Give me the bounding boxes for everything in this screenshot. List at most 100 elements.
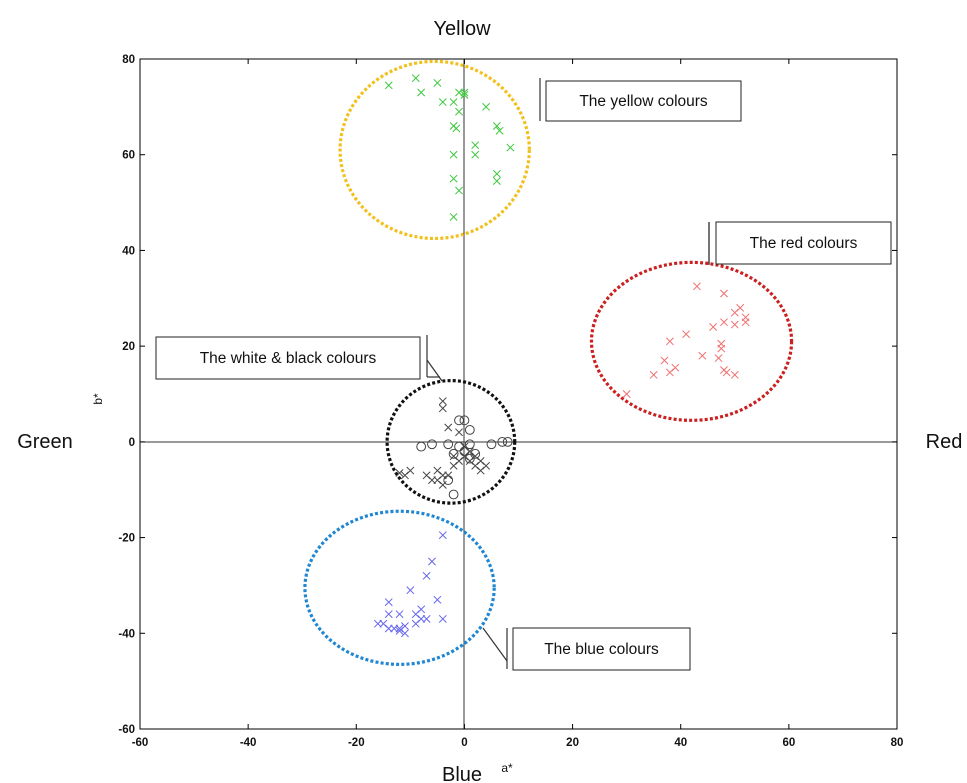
data-point-cross <box>730 308 739 317</box>
data-point-cross <box>433 78 442 87</box>
x-tick-label: 20 <box>566 737 579 749</box>
x-tick-label: -40 <box>240 737 257 749</box>
data-point-cross <box>492 122 501 130</box>
data-point-cross <box>730 320 739 329</box>
data-point-cross <box>452 124 461 133</box>
data-point-circle <box>464 453 475 464</box>
data-point-cross <box>422 571 431 580</box>
data-point-cross <box>741 318 750 327</box>
y-tick-label: 0 <box>129 437 135 449</box>
cluster-ellipse <box>303 509 496 666</box>
data-point-cross <box>720 318 728 327</box>
data-point-cross <box>722 368 731 377</box>
x-tick-label: -20 <box>348 737 365 749</box>
data-point-cross <box>444 423 453 432</box>
data-point-cross <box>417 88 426 97</box>
data-point-circle <box>459 415 470 426</box>
data-point-cross <box>682 330 691 339</box>
data-point-cross <box>665 368 674 377</box>
data-point-cross <box>660 356 669 365</box>
direction-label-right: Red <box>926 431 963 453</box>
callout-white-black-label: The white & black colours <box>200 350 377 367</box>
direction-label-left: Green <box>17 431 73 453</box>
callout-white-black: The white & black colours <box>155 335 443 382</box>
data-point-cross <box>455 428 463 437</box>
data-point-cross <box>438 397 447 406</box>
data-point-circle <box>448 489 459 500</box>
data-point-cross <box>449 150 458 159</box>
data-point-cross <box>649 370 658 379</box>
data-point-cross <box>492 177 501 185</box>
data-point-cross <box>455 186 463 195</box>
callout-yellow: The yellow colours <box>539 78 742 122</box>
cluster-ellipse <box>589 260 794 422</box>
data-point-cross <box>384 610 393 619</box>
callout-blue: The blue colours <box>482 627 691 671</box>
data-point-cross <box>449 174 458 183</box>
data-point-cross <box>406 586 415 595</box>
data-point-cross <box>460 88 469 97</box>
y-tick-label: 40 <box>122 245 135 257</box>
data-point-cross <box>433 595 442 604</box>
y-tick-label: -60 <box>118 724 135 736</box>
data-point-circle <box>443 475 454 486</box>
data-point-circle <box>459 446 470 457</box>
cluster-ellipse <box>338 59 531 241</box>
data-points <box>373 74 750 638</box>
data-point-cross <box>471 150 480 159</box>
data-point-circle <box>448 448 459 459</box>
data-point-cross <box>730 370 739 379</box>
data-point-circle <box>497 436 508 447</box>
data-point-cross <box>460 90 469 99</box>
data-point-cross <box>395 610 404 619</box>
x-tick-label: 40 <box>674 737 687 749</box>
data-point-cross <box>384 81 393 90</box>
data-point-cross <box>449 98 458 107</box>
data-point-cross <box>495 126 504 135</box>
x-tick-label: 80 <box>891 737 904 749</box>
data-point-cross <box>411 619 420 628</box>
data-point-cross <box>395 469 404 477</box>
data-point-cross <box>400 629 409 638</box>
data-point-cross <box>698 351 707 360</box>
y-tick-label: 80 <box>122 54 135 66</box>
cluster-ellipses <box>303 59 794 666</box>
data-point-cross <box>665 337 674 346</box>
data-point-cross <box>373 619 382 628</box>
data-point-cross <box>384 598 393 607</box>
data-point-circle <box>502 436 513 447</box>
data-point-cross <box>471 141 480 150</box>
data-point-cross <box>428 557 436 566</box>
data-point-circle <box>416 441 427 452</box>
data-point-circle <box>464 439 475 450</box>
data-point-cross <box>692 282 701 291</box>
data-point-cross <box>422 614 431 623</box>
axis-ticks: -60 -40 -20 0 20 40 60 80 -60 -40 -20 0 20 40 60 80 <box>118 54 903 749</box>
direction-label-top: Yellow <box>433 18 491 40</box>
data-point-cross <box>395 626 404 635</box>
y-tick-label: -40 <box>118 628 135 640</box>
data-point-cross <box>455 107 463 116</box>
callout-red-label: The red colours <box>750 235 858 252</box>
x-axis-label: a* <box>501 761 513 775</box>
x-tick-label: -60 <box>132 737 149 749</box>
data-point-cross <box>411 74 420 83</box>
data-point-cross <box>492 169 501 178</box>
data-point-cross <box>714 354 723 363</box>
direction-label-bottom: Blue <box>442 764 482 783</box>
data-point-cross <box>438 614 447 623</box>
data-point-cross <box>438 98 447 107</box>
data-point-cross <box>506 143 515 152</box>
data-point-circle <box>464 424 475 435</box>
y-tick-label: 60 <box>122 150 135 162</box>
callout-red: The red colours <box>708 221 892 265</box>
callout-yellow-label: The yellow colours <box>579 93 708 110</box>
data-point-cross <box>449 452 458 461</box>
data-point-circle <box>454 415 464 426</box>
cluster-ellipse <box>385 379 517 505</box>
y-tick-label: 20 <box>122 341 135 353</box>
data-point-circle <box>443 439 454 450</box>
data-point-cross <box>449 212 458 221</box>
data-point-cross <box>428 476 436 485</box>
